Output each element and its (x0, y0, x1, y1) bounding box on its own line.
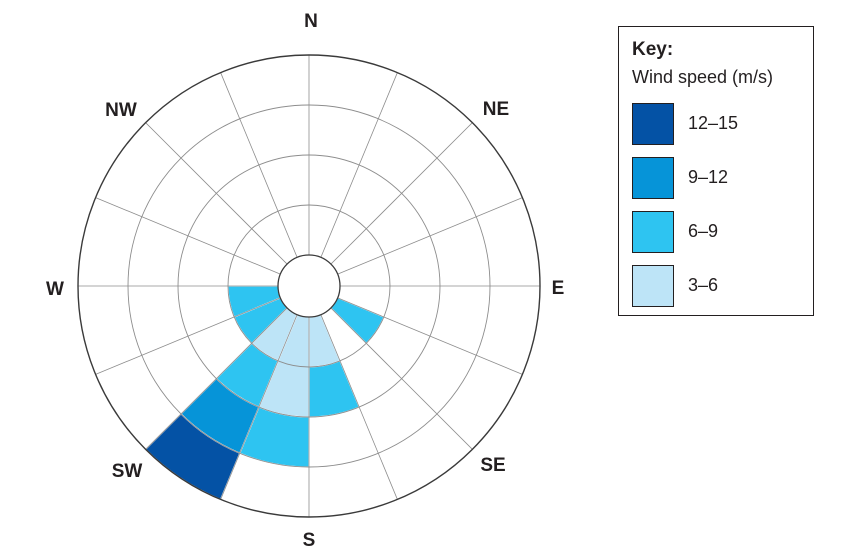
compass-label-ne: NE (483, 99, 509, 120)
legend-label: 3–6 (688, 275, 719, 295)
legend-label: 9–12 (688, 167, 729, 187)
compass-label-w: W (46, 279, 64, 300)
legend-swatch (632, 211, 674, 253)
legend-swatch (632, 157, 674, 199)
legend-label: 12–15 (688, 113, 739, 133)
compass-label-e: E (552, 278, 565, 299)
legend-swatch (632, 103, 674, 145)
legend-swatch (632, 265, 674, 307)
legend: Key: Wind speed (m/s) 12–15 9–12 6–9 3–6 (618, 26, 814, 316)
wind-rose-chart: N NE E SE S SW W NW (46, 11, 564, 551)
compass-label-sw: SW (112, 461, 143, 482)
wind-sector-segment (330, 297, 385, 345)
grid-ring (177, 154, 441, 418)
compass-labels: N NE E SE S SW W NW (46, 11, 564, 551)
grid-ring (127, 104, 491, 468)
grid-ring (77, 54, 541, 518)
compass-label-n: N (304, 11, 318, 32)
legend-item: 12–15 (632, 103, 807, 145)
compass-label-nw: NW (105, 100, 137, 121)
legend-title: Key: (632, 39, 674, 60)
legend-item: 9–12 (632, 157, 807, 199)
grid-ring (227, 204, 391, 368)
legend-label: 6–9 (688, 221, 719, 241)
compass-label-s: S (303, 530, 316, 551)
legend-item: 6–9 (632, 211, 807, 253)
grid-ring (277, 254, 341, 318)
legend-item: 3–6 (632, 265, 807, 307)
compass-label-se: SE (480, 455, 505, 476)
legend-subtitle: Wind speed (m/s) (632, 67, 774, 87)
polar-grid (77, 54, 541, 518)
